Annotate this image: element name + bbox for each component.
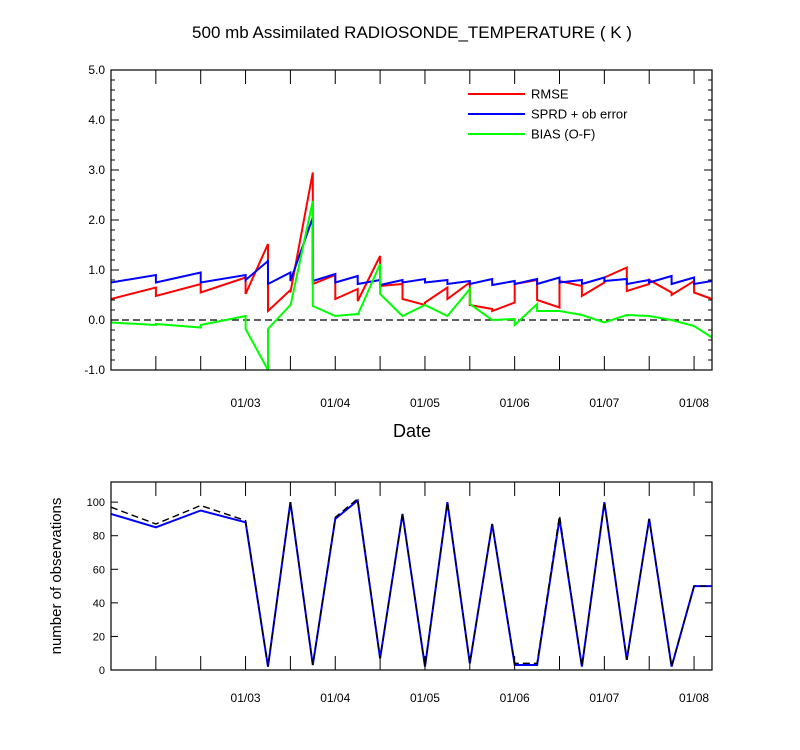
top-y-tick-label: 3.0 [88, 163, 105, 177]
top-y-tick-label: -1.0 [84, 363, 105, 377]
top-axis-ticks: -1.0 0.0 1.0 2.0 3.0 4.0 5.0 01/03 01/04 01/05 01/… [84, 63, 712, 410]
bottom-y-axis-label: number of observations [48, 498, 65, 655]
bottom-y-tick-label: 40 [93, 598, 105, 610]
x-tick-label: 01/06 [500, 691, 530, 705]
x-tick-label: 01/04 [320, 691, 350, 705]
x-tick-label: 01/08 [679, 691, 709, 705]
top-legend: RMSE SPRD + ob error BIAS (O-F) [468, 87, 628, 142]
legend-label: BIAS (O-F) [531, 127, 595, 142]
x-tick-label: 01/05 [410, 396, 440, 410]
bottom-y-tick-label: 60 [93, 564, 105, 576]
chart-title: 500 mb Assimilated RADIOSONDE_TEMPERATUR… [192, 23, 632, 42]
x-tick-label: 01/05 [410, 691, 440, 705]
series-line-rmse [111, 172, 712, 314]
bottom-plot-frame [110, 481, 713, 671]
top-y-tick-label: 1.0 [88, 263, 105, 277]
bottom-panel: 0 20 40 60 80 100 01/03 01/04 01/05 01/06 01/07 01/… [48, 481, 713, 705]
legend-label: SPRD + ob error [531, 107, 628, 122]
top-y-tick-label: 5.0 [88, 63, 105, 77]
bottom-series-group [111, 497, 712, 667]
top-y-tick-label: 4.0 [88, 113, 105, 127]
top-series-group [111, 172, 712, 370]
bottom-y-tick-label: 100 [87, 497, 105, 509]
legend-label: RMSE [531, 87, 569, 102]
x-tick-label: 01/03 [231, 691, 261, 705]
x-tick-label: 01/04 [320, 396, 350, 410]
top-x-axis-label: Date [393, 421, 431, 441]
x-tick-label: 01/06 [500, 396, 530, 410]
bottom-axis-ticks: 0 20 40 60 80 100 01/03 01/04 01/05 01/06 01/07 01/… [87, 482, 712, 705]
x-tick-label: 01/07 [589, 396, 619, 410]
bottom-y-tick-label: 20 [93, 631, 105, 643]
top-y-tick-label: 0.0 [88, 313, 105, 327]
series-line-sprd-ob-error [111, 217, 712, 287]
x-tick-label: 01/07 [589, 691, 619, 705]
observations-line-dashed [111, 497, 712, 667]
x-tick-label: 01/08 [679, 396, 709, 410]
x-tick-label: 01/03 [231, 396, 261, 410]
bottom-y-tick-label: 0 [99, 665, 105, 677]
series-line-bias-o-f [111, 200, 712, 370]
bottom-y-tick-label: 80 [93, 531, 105, 543]
observations-line-solid [111, 498, 712, 667]
top-y-tick-label: 2.0 [88, 213, 105, 227]
top-panel: 500 mb Assimilated RADIOSONDE_TEMPERATUR… [84, 23, 713, 441]
